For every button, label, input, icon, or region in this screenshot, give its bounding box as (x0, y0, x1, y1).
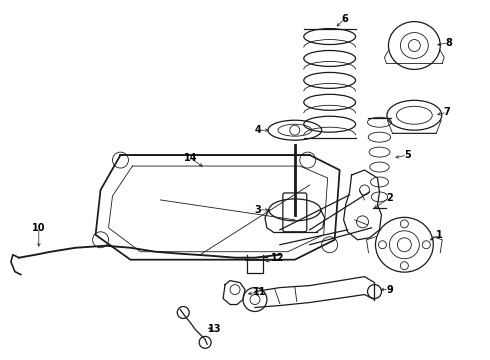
Text: 2: 2 (386, 193, 393, 203)
Text: 3: 3 (255, 205, 261, 215)
Text: 8: 8 (446, 37, 453, 48)
Text: 5: 5 (404, 150, 411, 160)
Text: 12: 12 (271, 253, 285, 263)
Text: 14: 14 (183, 153, 197, 163)
Text: 11: 11 (253, 287, 267, 297)
Text: 13: 13 (208, 324, 222, 334)
Text: 9: 9 (386, 284, 393, 294)
Text: 10: 10 (32, 223, 46, 233)
Text: 7: 7 (444, 107, 451, 117)
Text: 4: 4 (255, 125, 261, 135)
Text: 1: 1 (436, 230, 442, 240)
Text: 6: 6 (341, 14, 348, 24)
